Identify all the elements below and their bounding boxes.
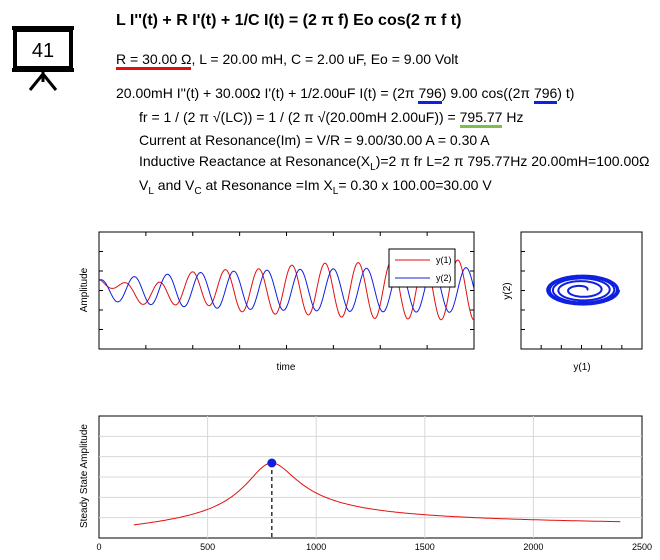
phase-spiral [546,274,620,306]
v-b: and V [153,177,195,193]
phase-y-axis-label: y(2) [502,282,513,299]
reactance-a: Inductive Reactance at Resonance(X [139,153,371,169]
resonance-peak-marker[interactable] [267,458,277,468]
slide-number: 41 [32,40,54,62]
resonance-grid [99,416,642,538]
ode-part3: ) t) [557,85,575,101]
steady-amplitude-axis-label: Steady State Amplitude [79,424,90,528]
v-c: at Resonance =Im X [201,177,333,193]
phase-plot[interactable]: y(1) y(2) [502,231,643,373]
v-sub2: C [194,186,202,197]
legend-y1-label: y(1) [436,255,452,265]
x-tick-label: 1000 [306,542,326,552]
x-tick-label: 2500 [632,542,652,552]
frequency-value-1[interactable]: 796 [418,85,442,104]
ode-line: 20.00mH I''(t) + 30.00Ω I'(t) + 1/2.00uF… [116,85,575,104]
parameters-line: R = 30.00 Ω, L = 20.00 mH, C = 2.00 uF, … [116,51,459,70]
reactance-b: )=2 π fr L=2 π 795.77Hz 20.00mH=100.00Ω [375,153,650,169]
phase-x-axis-label: y(1) [573,362,590,373]
x-tick-label: 1500 [415,542,435,552]
resonance-plot[interactable]: 0 500 1000 1500 2000 2500 Steady State Amplit… [79,415,652,552]
resonance-frequency-line: fr = 1 / (2 π √(LC)) = 1 / (2 π √(20.00m… [139,109,524,128]
time-series-ticks [99,232,474,349]
legend: y(1) y(2) [388,248,456,288]
presentation-icon[interactable]: 41 [8,22,78,94]
v-sub1: L [148,186,154,197]
v-sub3: L [332,186,339,197]
fr-value[interactable]: 795.77 [459,109,503,128]
equation-title: L I''(t) + R I'(t) + 1/C I(t) = (2 π f) … [116,12,462,29]
voltage-resonance-line: VL and VC at Resonance =Im XL= 0.30 x 10… [139,177,492,197]
fr-unit: Hz [502,109,524,125]
frequency-value-2[interactable]: 796 [533,85,558,104]
amplitude-axis-label: Amplitude [79,267,90,312]
v-d: = 0.30 x 100.00=30.00 V [338,177,492,193]
reactance-sub: L [370,162,376,173]
phase-plot-ticks [521,251,623,349]
other-params: , L = 20.00 mH, C = 2.00 uF, Eo = 9.00 V… [191,51,459,67]
legend-y2-label: y(2) [436,273,452,283]
x-tick-label: 2000 [523,542,543,552]
x-tick-label: 500 [200,542,215,552]
ode-part2: ) 9.00 cos((2π [441,85,534,101]
resonance-curve [133,462,621,526]
resistance-value[interactable]: R = 30.00 Ω [116,51,192,70]
ode-part1: 20.00mH I''(t) + 30.00Ω I'(t) + 1/2.00uF… [116,85,419,101]
fr-formula: fr = 1 / (2 π √(LC)) = 1 / (2 π √(20.00m… [139,109,460,125]
time-series-plot[interactable]: y(1) y(2) time Amplitude [79,231,475,373]
v-a: V [139,177,149,193]
time-axis-label: time [277,362,296,373]
current-resonance-line: Current at Resonance(Im) = V/R = 9.00/30… [139,132,490,148]
resonance-tick-labels: 0 500 1000 1500 2000 2500 [96,542,652,552]
reactance-line: Inductive Reactance at Resonance(XL)=2 π… [139,153,650,173]
x-tick-label: 0 [96,542,101,552]
series-y2-line [98,267,475,313]
